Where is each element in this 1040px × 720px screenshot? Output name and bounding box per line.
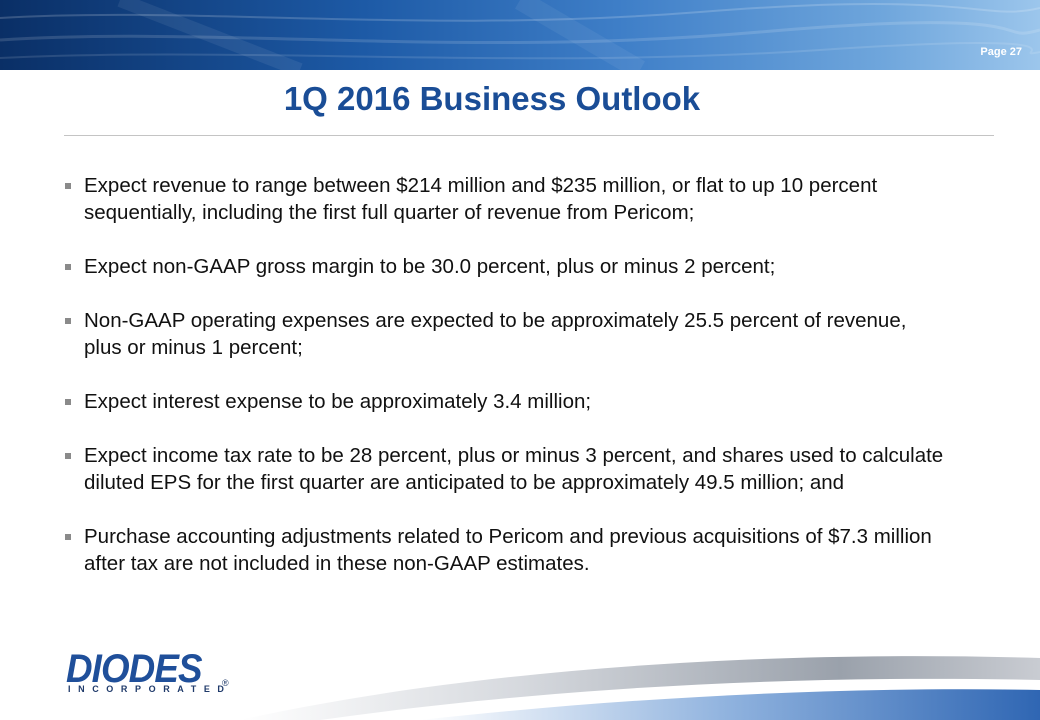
footer-swoosh: [240, 656, 1040, 720]
bullet-square-icon: [65, 318, 71, 324]
bullet-item-purchase-accounting: Purchase accounting adjustments related …: [64, 523, 944, 577]
bullet-item-tax-rate: Expect income tax rate to be 28 percent,…: [64, 442, 944, 496]
banner-texture: [0, 0, 1040, 70]
page-number: Page 27: [980, 46, 1022, 58]
title-divider: [64, 135, 994, 136]
logo-wordmark: DIODES: [66, 647, 202, 691]
bullet-square-icon: [65, 183, 71, 189]
bullet-square-icon: [65, 534, 71, 540]
bullet-square-icon: [65, 399, 71, 405]
bullet-item-interest-expense: Expect interest expense to be approximat…: [64, 388, 944, 415]
header-banner: Page 27: [0, 0, 1040, 70]
bullet-item-operating-expenses: Non-GAAP operating expenses are expected…: [64, 307, 944, 361]
bullet-square-icon: [65, 264, 71, 270]
diodes-logo: DIODES INCORPORATED ®: [66, 647, 232, 699]
logo-subtitle: INCORPORATED: [68, 684, 232, 694]
registered-mark: ®: [222, 678, 229, 688]
bullet-item-gross-margin: Expect non-GAAP gross margin to be 30.0 …: [64, 253, 944, 280]
bullet-square-icon: [65, 453, 71, 459]
bullet-item-revenue: Expect revenue to range between $214 mil…: [64, 172, 944, 226]
slide-title: 1Q 2016 Business Outlook: [283, 80, 701, 117]
bullet-list: Expect revenue to range between $214 mil…: [64, 172, 944, 604]
